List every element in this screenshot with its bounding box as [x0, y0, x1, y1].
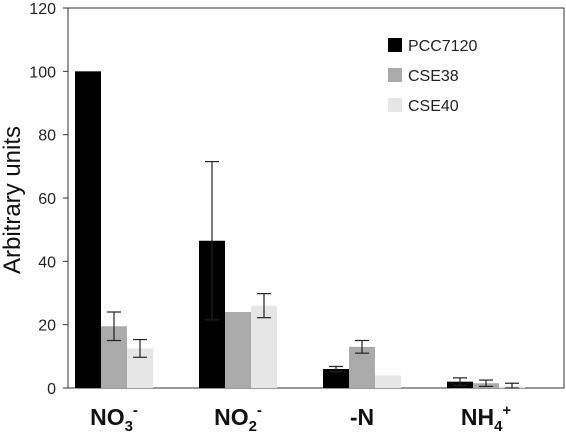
legend: PCC7120 CSE38 CSE40 — [388, 38, 477, 115]
x-category-label: NO2- — [214, 402, 262, 435]
bar — [323, 369, 349, 388]
legend-swatch — [388, 38, 402, 52]
bar — [251, 305, 277, 388]
y-tick-label: 120 — [29, 1, 56, 18]
legend-label: CSE38 — [408, 68, 459, 85]
y-tick-label: 0 — [47, 381, 56, 398]
category-labels: NO3- NO2- -N NH4+ — [90, 402, 511, 435]
bar — [375, 375, 401, 388]
x-category-label: NH4+ — [461, 402, 512, 435]
bar — [75, 71, 101, 388]
y-axis-label: Arbitrary units — [0, 126, 26, 274]
legend-label: PCC7120 — [408, 38, 477, 55]
legend-swatch — [388, 68, 402, 82]
y-tick-label: 80 — [38, 128, 56, 145]
x-category-label: NO3- — [90, 402, 138, 435]
x-category-label: -N — [350, 404, 374, 430]
legend-label: CSE40 — [408, 98, 459, 115]
y-tick-label: 60 — [38, 191, 56, 208]
bars — [75, 71, 525, 388]
plot-frame — [67, 7, 565, 389]
y-tick-label: 40 — [38, 254, 56, 271]
plot-area-border — [67, 7, 565, 389]
legend-swatch — [388, 98, 402, 112]
error-bars — [107, 160, 519, 389]
y-tick-label: 20 — [38, 318, 56, 335]
y-tick-label: 100 — [29, 64, 56, 81]
y-axis-ticks: 0 20 40 60 80 100 120 — [29, 1, 68, 398]
bar — [225, 312, 251, 388]
